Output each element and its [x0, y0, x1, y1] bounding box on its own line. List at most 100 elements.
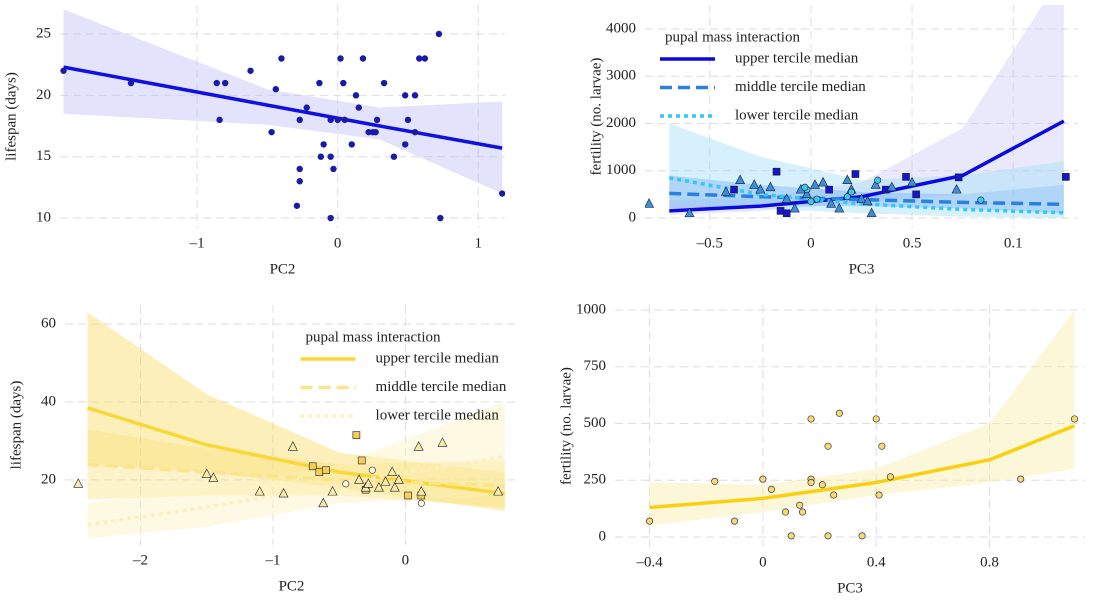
point [912, 190, 920, 199]
point [357, 456, 366, 465]
point [872, 415, 880, 423]
point [372, 128, 379, 136]
point [278, 55, 285, 62]
point [404, 491, 412, 500]
point [782, 209, 791, 218]
y-axis-label: fertility (no. larvae) [558, 367, 574, 485]
point [684, 207, 695, 218]
y-tick-label: 15 [36, 148, 51, 164]
plot-area [60, 9, 505, 222]
point [1062, 173, 1070, 181]
point [404, 116, 412, 124]
point [818, 481, 826, 489]
point [411, 92, 419, 99]
point [334, 116, 341, 124]
point [352, 92, 360, 99]
point [417, 499, 425, 507]
point [320, 141, 327, 148]
point [354, 474, 365, 484]
panel: –0.4 0 0.4 0.8 0 250 500 750 1000 PC3 fertility (n… [558, 301, 1085, 596]
point [801, 188, 812, 199]
point [416, 485, 427, 496]
point [60, 67, 67, 74]
y-tick-label: 60 [41, 316, 56, 332]
point [842, 174, 853, 184]
point [272, 85, 280, 93]
point [866, 207, 877, 218]
point [393, 474, 404, 484]
fit-line [87, 454, 506, 527]
x-tick-label: 0.8 [980, 554, 999, 570]
point [493, 485, 504, 496]
point [380, 476, 391, 486]
point [387, 466, 398, 476]
fits [649, 424, 1076, 510]
point [818, 176, 829, 187]
point [287, 441, 298, 451]
point [809, 179, 820, 189]
x-tick-label: 1 [475, 235, 483, 251]
legend-label: upper tercile median [735, 50, 859, 66]
y-tick-label: 25 [36, 25, 51, 41]
point [830, 491, 838, 499]
fit-line [668, 176, 1064, 215]
y-tick-label: 10 [36, 209, 51, 225]
confidence-band [87, 312, 505, 512]
point [789, 202, 800, 213]
points [646, 409, 1079, 540]
points [73, 431, 504, 508]
x-axis-label: PC2 [270, 261, 296, 277]
point [796, 501, 804, 509]
y-tick-label: 1000 [606, 162, 636, 178]
fit-line [649, 424, 1076, 510]
point [735, 174, 746, 184]
point [327, 485, 338, 496]
points [60, 30, 505, 222]
legend-title: pupal mass interaction [306, 329, 441, 345]
y-tick-label: 4000 [606, 20, 636, 36]
point [749, 179, 760, 189]
point [380, 79, 388, 87]
x-tick-label: 0 [402, 552, 410, 568]
point [835, 409, 843, 417]
point [437, 214, 444, 222]
point [296, 116, 303, 124]
point [755, 183, 766, 194]
point [308, 462, 317, 471]
point [352, 431, 361, 439]
y-tick-label: 0 [629, 209, 637, 225]
confidence-band [669, 123, 1064, 218]
y-axis-label: lifespan (days) [3, 72, 19, 161]
point [765, 181, 776, 192]
point [416, 55, 423, 62]
point [368, 466, 376, 474]
point [851, 170, 860, 178]
x-tick-label: 0.4 [867, 554, 886, 570]
point [330, 165, 337, 173]
point [807, 479, 815, 487]
y-axis-label: lifespan (days) [8, 381, 24, 470]
point [951, 183, 962, 194]
fit-line [63, 65, 503, 150]
x-tick-label: 0.1 [1004, 235, 1023, 251]
point [355, 104, 362, 111]
plot-area [646, 309, 1079, 540]
point [213, 79, 220, 87]
point [390, 153, 398, 160]
confidence-band [649, 309, 1075, 526]
point [373, 116, 381, 124]
point [856, 193, 867, 203]
point [874, 176, 882, 184]
point [435, 30, 443, 38]
point [268, 128, 275, 136]
x-tick-label: –1 [264, 552, 280, 568]
point [247, 67, 254, 74]
point [720, 186, 731, 196]
y-tick-label: 250 [584, 472, 607, 488]
point [498, 190, 505, 197]
point [847, 188, 855, 196]
point [222, 79, 229, 87]
legend-label: lower tercile median [376, 407, 500, 423]
point [389, 482, 400, 492]
bands [649, 309, 1075, 526]
